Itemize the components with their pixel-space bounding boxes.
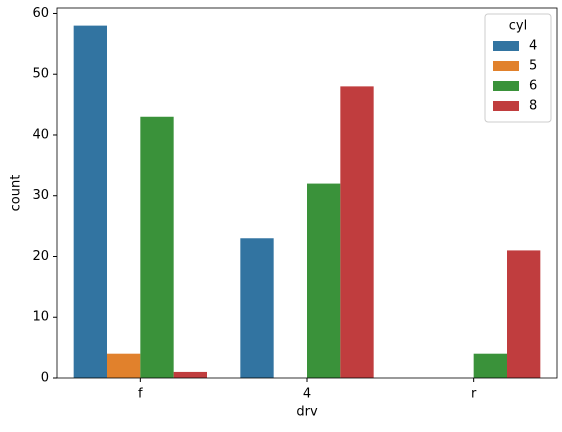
legend-swatch: [493, 61, 519, 71]
bar: [507, 250, 541, 378]
y-tick-label: 0: [41, 371, 49, 386]
x-tick-label: f: [138, 387, 143, 402]
legend-title: cyl: [509, 19, 527, 34]
legend-label: 4: [529, 39, 537, 54]
bar: [173, 371, 207, 378]
bar: [140, 116, 174, 379]
bar: [307, 183, 341, 378]
legend-label: 6: [529, 79, 537, 94]
bar: [240, 238, 274, 378]
legend-label: 5: [529, 59, 537, 74]
x-axis-label: drv: [296, 405, 318, 420]
bar: [107, 353, 141, 378]
bar: [340, 86, 374, 378]
x-tick-label: r: [471, 387, 477, 402]
y-tick-label: 20: [32, 249, 49, 264]
y-tick-label: 30: [32, 188, 49, 203]
y-tick-label: 50: [32, 67, 49, 82]
legend-swatch: [493, 81, 519, 91]
x-tick-label: 4: [303, 387, 311, 402]
legend-label: 8: [529, 99, 537, 114]
legend-swatch: [493, 101, 519, 111]
y-tick-label: 40: [32, 127, 49, 142]
y-axis-label: count: [9, 175, 24, 212]
bar: [473, 353, 507, 378]
y-tick-label: 10: [32, 310, 49, 325]
legend-swatch: [493, 41, 519, 51]
bar: [73, 25, 107, 378]
y-tick-label: 60: [32, 6, 49, 21]
axes-frame: [56, 7, 558, 379]
